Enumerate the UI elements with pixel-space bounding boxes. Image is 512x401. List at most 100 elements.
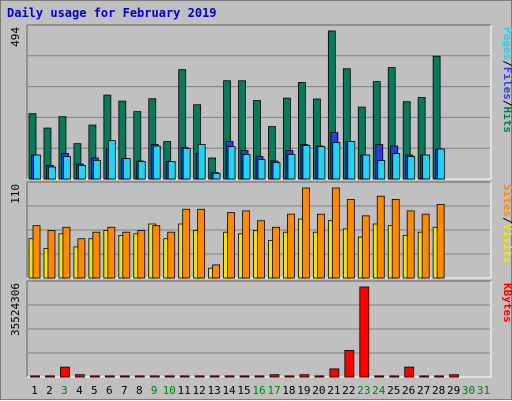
bar-kbytes <box>344 349 355 378</box>
bar-pages <box>287 154 296 180</box>
x-tick-label: 8 <box>136 384 143 397</box>
legend: KBytes <box>501 283 512 323</box>
bar-kbytes <box>89 375 100 378</box>
x-tick-label: 18 <box>282 384 295 397</box>
bar-sites <box>302 187 310 279</box>
bar-sites <box>257 220 265 279</box>
bar-kbytes <box>329 368 340 378</box>
x-tick-label: 10 <box>163 384 176 397</box>
legend-item-kbytes: KBytes <box>501 283 512 323</box>
bar-sites <box>242 210 250 279</box>
bar-kbytes <box>134 375 145 378</box>
x-tick-label: 31 <box>477 384 490 397</box>
x-tick-label: 26 <box>402 384 415 397</box>
bar-pages <box>167 161 176 180</box>
x-tick-label: 9 <box>151 384 158 397</box>
bar-sites <box>212 264 221 279</box>
bar-kbytes <box>449 374 459 378</box>
bar-kbytes <box>194 375 205 378</box>
x-tick-label: 5 <box>91 384 98 397</box>
bar-kbytes <box>149 375 160 378</box>
bar-kbytes <box>224 375 235 378</box>
bar-sites <box>272 226 280 279</box>
bar-sites <box>137 230 146 279</box>
bar-sites <box>152 225 161 279</box>
bar-sites <box>167 231 176 279</box>
legend-item-files: Files <box>501 67 512 100</box>
bar-pages <box>347 141 356 180</box>
bar-sites <box>107 226 116 279</box>
legend-item-hits: Hits <box>501 107 512 134</box>
bar-pages <box>377 160 386 180</box>
chart-title: Daily usage for February 2019 <box>7 6 217 20</box>
bar-kbytes <box>104 375 115 378</box>
bar-pages <box>242 154 251 180</box>
bar-pages <box>197 144 206 180</box>
x-tick-label: 13 <box>207 384 220 397</box>
x-tick-label: 12 <box>193 384 206 397</box>
bar-kbytes <box>314 375 325 378</box>
bar-pages <box>107 140 116 180</box>
bar-pages <box>152 145 161 180</box>
x-tick-label: 25 <box>387 384 400 397</box>
bar-sites <box>331 187 340 279</box>
bar-kbytes <box>404 366 415 378</box>
bar-sites <box>361 215 370 279</box>
bar-pages <box>212 173 221 180</box>
x-tick-label: 14 <box>222 384 236 397</box>
bar-kbytes <box>284 375 295 378</box>
bar-sites <box>47 230 56 279</box>
bar-kbytes <box>269 374 280 378</box>
bar-sites <box>376 195 385 279</box>
bar-pages <box>302 145 311 180</box>
bar-pages <box>272 162 281 180</box>
bar-kbytes <box>389 375 400 378</box>
x-tick-label: 2 <box>46 384 53 397</box>
bar-kbytes <box>30 375 40 378</box>
bar-sites <box>77 238 86 279</box>
bar-sites <box>62 226 71 279</box>
bar-kbytes <box>60 366 70 378</box>
bar-pages <box>63 156 71 180</box>
x-tick-label: 28 <box>432 384 445 397</box>
x-tick-label: 4 <box>76 384 83 397</box>
x-tick-label: 21 <box>327 384 340 397</box>
bar-pages <box>257 159 266 180</box>
bar-kbytes <box>179 375 190 378</box>
bar-pages <box>48 166 56 180</box>
bar-pages <box>437 148 446 180</box>
x-tick-label: 1 <box>31 384 38 397</box>
x-tick-label: 11 <box>178 384 191 397</box>
bar-kbytes <box>75 374 85 378</box>
bar-pages <box>182 148 191 180</box>
bar-sites <box>406 210 415 279</box>
bar-pages <box>317 146 326 180</box>
bar-pages <box>78 165 86 180</box>
bar-pages <box>422 154 431 180</box>
bar-kbytes <box>119 375 130 378</box>
legend-item-sites: Sites <box>501 184 512 217</box>
bar-kbytes <box>359 286 370 378</box>
bar-sites <box>122 231 131 279</box>
bar-kbytes <box>374 375 385 378</box>
bar-sites <box>421 213 430 279</box>
bar-sites <box>92 231 101 279</box>
bar-sites <box>346 199 355 279</box>
bar-sites <box>316 213 325 279</box>
bar-sites <box>32 225 41 279</box>
x-tick-label: 16 <box>252 384 265 397</box>
bar-pages <box>332 142 341 180</box>
x-tick-label: 15 <box>237 384 250 397</box>
bar-kbytes <box>45 375 55 378</box>
bar-kbytes <box>239 375 250 378</box>
y-axis-max-label: 110 <box>9 184 22 204</box>
bar-pages <box>362 154 371 180</box>
x-tick-label: 20 <box>312 384 325 397</box>
x-tick-label: 30 <box>462 384 475 397</box>
x-tick-label: 3 <box>61 384 68 397</box>
bar-kbytes <box>419 375 430 378</box>
bar-pages <box>407 156 416 180</box>
x-tick-label: 19 <box>297 384 310 397</box>
